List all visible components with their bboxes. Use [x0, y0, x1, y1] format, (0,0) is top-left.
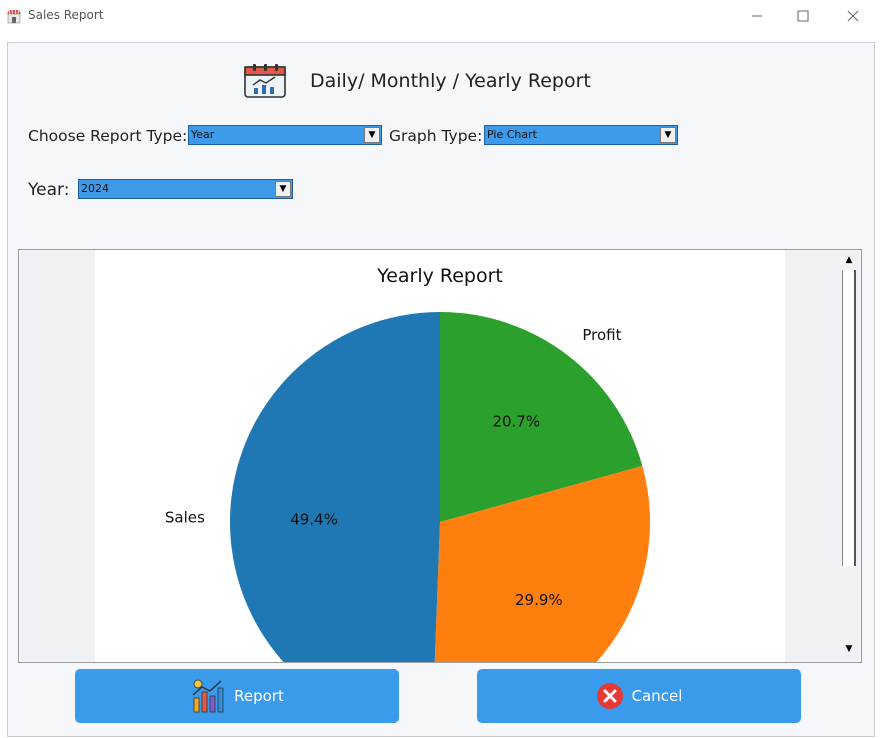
pie-slice [434, 465, 650, 662]
pie-category-label: Sales [165, 509, 205, 527]
window-titlebar: Sales Report [0, 0, 880, 32]
vertical-scrollbar[interactable]: ▲ ▼ [839, 250, 860, 662]
maximize-icon [797, 10, 809, 22]
pie-slice [230, 312, 440, 662]
chevron-down-icon[interactable]: ▼ [275, 181, 291, 197]
page-title: Daily/ Monthly / Yearly Report [310, 70, 591, 92]
report-header: Daily/ Monthly / Yearly Report [244, 64, 644, 104]
report-button[interactable]: Report [75, 669, 399, 723]
graph-type-select[interactable]: Pie Chart ▼ [484, 125, 678, 145]
pie-category-label: Profit [582, 326, 621, 344]
minimize-icon [752, 15, 762, 17]
report-type-value: Year [191, 128, 215, 141]
pie-chart: Yearly Report 20.7% Profit 29.9% 49.4% Sales [95, 250, 785, 662]
report-type-select[interactable]: Year ▼ [188, 125, 382, 145]
maximize-button[interactable] [780, 0, 826, 32]
cancel-icon [596, 683, 623, 709]
minimize-button[interactable] [734, 0, 780, 32]
calendar-chart-icon [244, 64, 286, 98]
cancel-button-label: Cancel [631, 687, 683, 705]
report-panel: Daily/ Monthly / Yearly Report Choose Re… [7, 42, 875, 737]
year-label: Year: [28, 180, 70, 200]
pie-percent-label: 49.4% [290, 511, 338, 529]
report-type-label: Choose Report Type: [28, 127, 188, 145]
chart-title: Yearly Report [376, 265, 503, 287]
pie-slice [440, 312, 643, 522]
chevron-down-icon[interactable]: ▼ [364, 127, 380, 143]
close-icon [847, 10, 859, 22]
graph-type-value: Pie Chart [487, 128, 537, 141]
year-value: 2024 [81, 182, 109, 195]
window-title: Sales Report [28, 8, 104, 22]
pie-percent-label: 29.9% [515, 591, 563, 609]
close-window-button[interactable] [830, 0, 876, 32]
report-chart-icon [192, 679, 224, 713]
pie-percent-label: 20.7% [492, 413, 540, 431]
year-select[interactable]: 2024 ▼ [78, 179, 293, 199]
report-button-label: Report [234, 687, 284, 705]
store-icon [7, 9, 21, 24]
chart-viewport[interactable]: Yearly Report 20.7% Profit 29.9% 49.4% Sales… [18, 249, 862, 663]
scrollbar-track[interactable] [842, 270, 856, 566]
cancel-button[interactable]: Cancel [477, 669, 801, 723]
scroll-up-icon[interactable]: ▲ [845, 255, 853, 265]
chevron-down-icon[interactable]: ▼ [660, 127, 676, 143]
scroll-down-icon[interactable]: ▼ [845, 644, 853, 654]
graph-type-label: Graph Type: [389, 127, 483, 145]
